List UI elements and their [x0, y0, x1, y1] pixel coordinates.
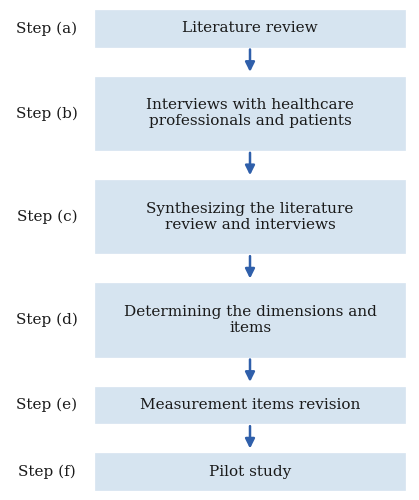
Text: Step (c): Step (c)	[17, 210, 78, 224]
Text: Step (b): Step (b)	[16, 106, 78, 120]
Bar	[95, 454, 405, 490]
Bar	[95, 386, 405, 424]
Text: Measurement items revision: Measurement items revision	[140, 398, 360, 412]
Bar	[95, 284, 405, 356]
Text: Interviews with healthcare
professionals and patients: Interviews with healthcare professionals…	[146, 98, 354, 128]
Text: Step (f): Step (f)	[18, 464, 76, 479]
Text: Determining the dimensions and
items: Determining the dimensions and items	[124, 305, 376, 335]
Text: Literature review: Literature review	[182, 22, 318, 36]
Bar	[95, 76, 405, 150]
Text: Step (a): Step (a)	[16, 21, 78, 35]
Bar	[95, 10, 405, 46]
Text: Synthesizing the literature
review and interviews: Synthesizing the literature review and i…	[146, 202, 354, 232]
Text: Pilot study: Pilot study	[209, 464, 291, 478]
Text: Step (e): Step (e)	[16, 398, 78, 412]
Bar	[95, 180, 405, 254]
Text: Step (d): Step (d)	[16, 313, 78, 327]
